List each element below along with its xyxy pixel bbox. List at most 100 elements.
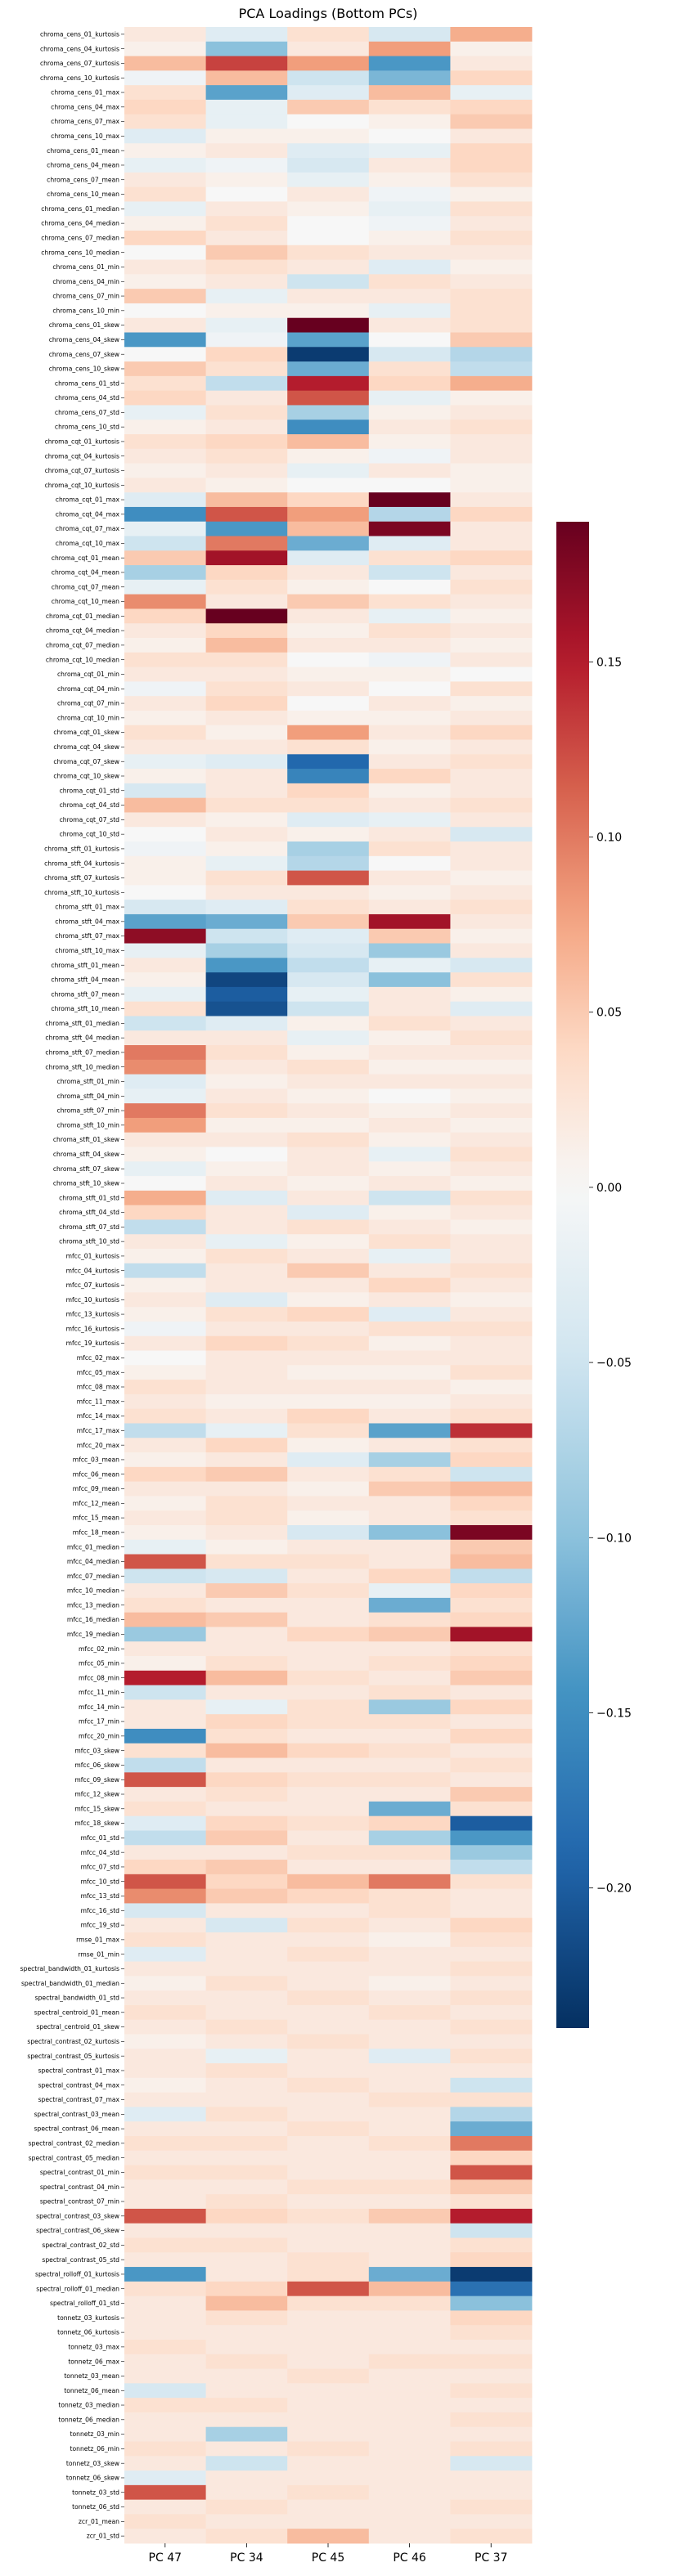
heatmap-cell — [287, 2310, 370, 2326]
heatmap-cell — [124, 1393, 206, 1410]
row-label: chroma_cqt_07_max — [56, 525, 120, 532]
heatmap-cell — [205, 1452, 288, 1468]
heatmap-cell — [287, 638, 370, 653]
heatmap-cell — [124, 2296, 206, 2311]
row-label: mfcc_01_kurtosis — [66, 1253, 119, 1260]
heatmap-cell — [205, 638, 288, 653]
heatmap-cell — [124, 1946, 206, 1962]
heatmap-cell — [287, 1641, 370, 1657]
heatmap-cell — [450, 1918, 533, 1933]
heatmap-cell — [287, 448, 370, 464]
heatmap-cell — [124, 1888, 206, 1904]
row-label: tonnetz_06_max — [68, 2358, 119, 2365]
heatmap-cell — [124, 303, 206, 319]
row-label: tonnetz_06_skew — [66, 2475, 119, 2482]
heatmap-cell — [205, 1524, 288, 1541]
row-label: chroma_cens_07_skew — [49, 351, 119, 358]
heatmap-cell — [205, 1466, 288, 1483]
heatmap-cell — [124, 2121, 206, 2137]
row-label: chroma_cqt_01_max — [56, 496, 120, 504]
row-label: tonnetz_03_kurtosis — [57, 2314, 119, 2322]
heatmap-cell — [368, 375, 451, 392]
heatmap-cell — [450, 85, 533, 101]
heatmap-cell — [205, 41, 288, 56]
heatmap-cell — [287, 2107, 370, 2122]
heatmap-cell — [450, 855, 533, 871]
heatmap-cell — [287, 1190, 370, 1206]
heatmap-cell — [368, 1176, 451, 1192]
row-label: spectral_rolloff_01_median — [36, 2285, 119, 2292]
row-label: chroma_cqt_04_kurtosis — [45, 452, 119, 460]
row-label: spectral_contrast_02_kurtosis — [27, 2038, 119, 2045]
heatmap-cell — [287, 1976, 370, 1991]
row-label: chroma_cqt_07_kurtosis — [45, 467, 119, 474]
heatmap-cell — [287, 2135, 370, 2152]
heatmap-cell — [450, 2237, 533, 2253]
heatmap-cell — [287, 900, 370, 915]
heatmap-cell — [205, 900, 288, 915]
heatmap-cell — [368, 2208, 451, 2224]
heatmap-cell — [205, 1350, 288, 1366]
heatmap-cell — [368, 1263, 451, 1279]
column-label: PC 46 — [393, 2551, 426, 2565]
heatmap-cell — [205, 2194, 288, 2210]
heatmap-cell — [368, 986, 451, 1003]
chart-title: PCA Loadings (Bottom PCs) — [239, 6, 418, 21]
heatmap-cell — [368, 710, 451, 726]
heatmap-cell — [287, 1030, 370, 1046]
heatmap-cell — [450, 1627, 533, 1642]
heatmap-cell — [368, 1946, 451, 1962]
heatmap-cell — [450, 1205, 533, 1220]
heatmap-cell — [124, 2529, 206, 2544]
heatmap-cell — [124, 1874, 206, 1890]
heatmap-cell — [450, 1176, 533, 1192]
heatmap-cell — [368, 1423, 451, 1438]
row-label: spectral_centroid_01_skew — [36, 2023, 119, 2031]
heatmap-cell — [124, 478, 206, 493]
heatmap-cell — [450, 1757, 533, 1773]
heatmap-cell — [368, 1932, 451, 1948]
heatmap-cell — [450, 2514, 533, 2529]
heatmap-cell — [205, 797, 288, 813]
heatmap-cell — [124, 1524, 206, 1541]
row-label: chroma_cens_04_max — [51, 103, 119, 110]
heatmap-cell — [124, 2484, 206, 2501]
heatmap-cell — [368, 2296, 451, 2311]
heatmap-cell — [205, 492, 288, 508]
heatmap-cell — [124, 1757, 206, 1773]
heatmap-cell — [368, 216, 451, 231]
row-label: chroma_cqt_04_max — [56, 510, 120, 518]
row-label: chroma_cens_04_mean — [47, 162, 119, 169]
heatmap-cell — [368, 70, 451, 86]
row-label: chroma_stft_07_min — [57, 1107, 120, 1115]
row-label: rmse_01_max — [76, 1936, 119, 1943]
heatmap-cell — [450, 1801, 533, 1817]
heatmap-cell — [287, 1481, 370, 1497]
row-label: chroma_stft_01_median — [45, 1020, 119, 1027]
heatmap-cell — [450, 972, 533, 988]
heatmap-cell — [287, 1874, 370, 1890]
row-label: mfcc_14_max — [77, 1412, 120, 1420]
heatmap-cell — [287, 1277, 370, 1293]
heatmap-cell — [287, 405, 370, 420]
row-label: mfcc_03_mean — [73, 1456, 119, 1464]
heatmap-cell — [205, 1438, 288, 1453]
heatmap-cell — [124, 2339, 206, 2355]
heatmap-cell — [287, 2092, 370, 2107]
heatmap-cell — [287, 2471, 370, 2486]
heatmap-cell — [450, 2354, 533, 2369]
row-label: chroma_cens_10_median — [41, 249, 119, 256]
heatmap-cell — [450, 666, 533, 682]
heatmap-cell — [450, 2412, 533, 2428]
heatmap-cell — [205, 1815, 288, 1831]
heatmap-cell — [124, 1772, 206, 1788]
heatmap-cell — [124, 1423, 206, 1438]
heatmap-cell — [287, 536, 370, 551]
heatmap-cell — [124, 420, 206, 435]
row-label: chroma_cqt_10_min — [57, 714, 119, 721]
row-label: mfcc_15_mean — [73, 1515, 119, 1522]
heatmap-cell — [205, 812, 288, 828]
heatmap-cell — [368, 2019, 451, 2035]
heatmap-cell — [368, 1365, 451, 1380]
heatmap-cell — [368, 1743, 451, 1758]
